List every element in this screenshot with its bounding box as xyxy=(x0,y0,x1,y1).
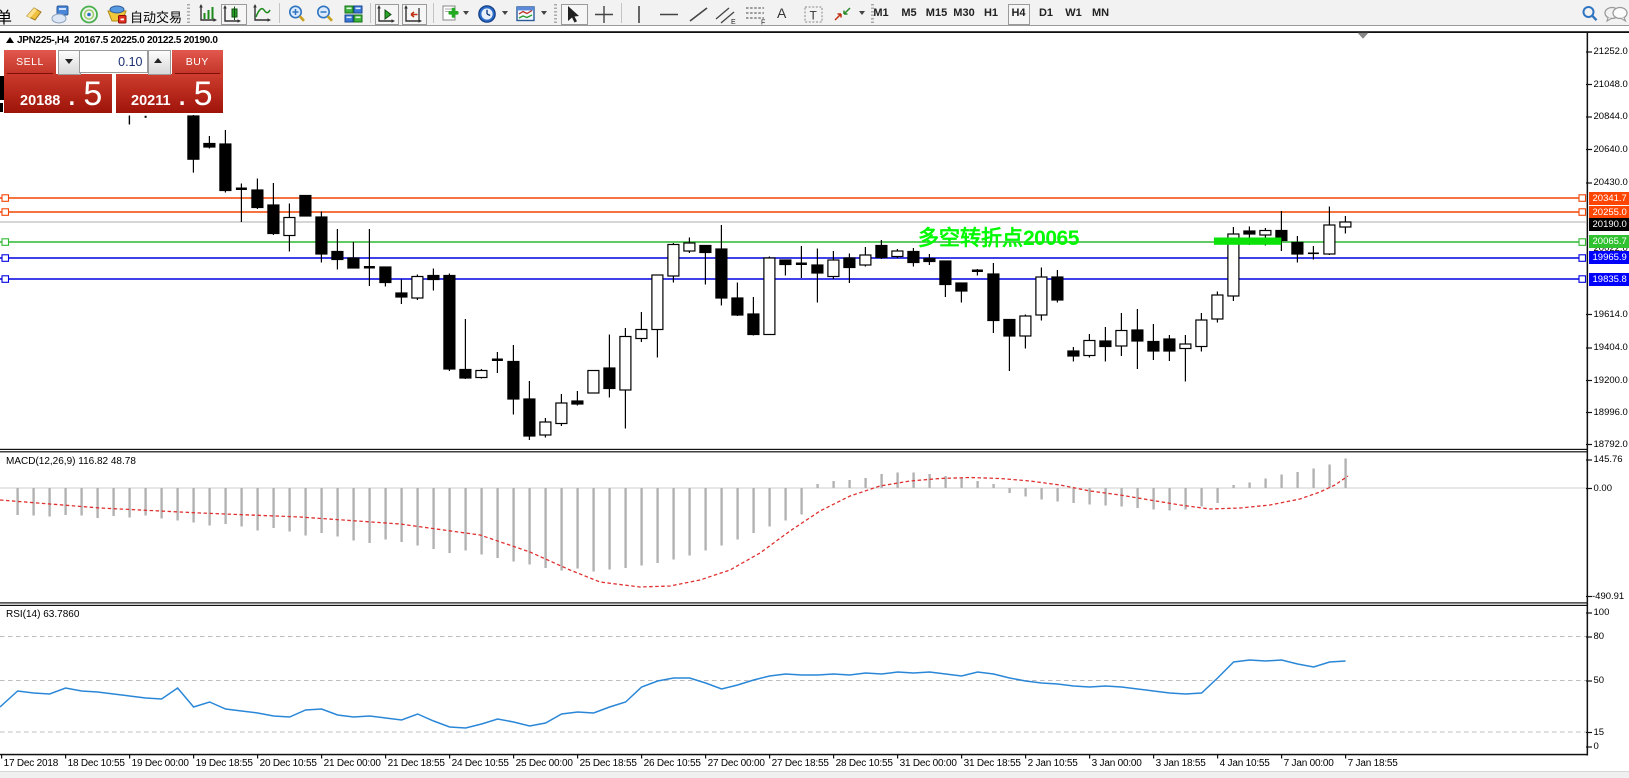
svg-text:T: T xyxy=(810,8,818,22)
svg-text:F: F xyxy=(761,19,765,25)
svg-text:E: E xyxy=(731,19,736,25)
